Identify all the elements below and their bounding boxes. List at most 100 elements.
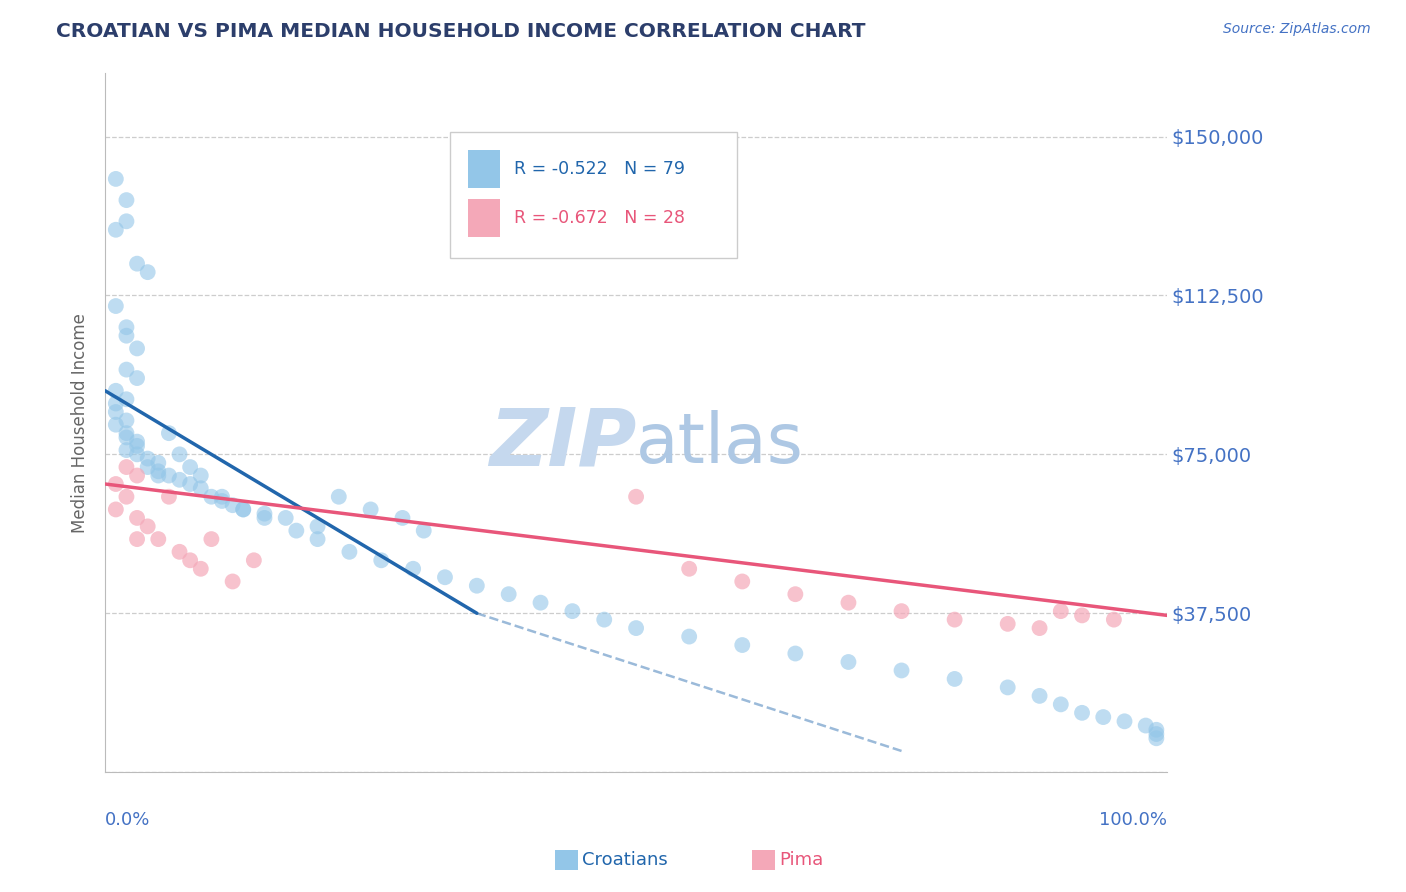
Point [624, 490, 647, 504]
Point [148, 456, 170, 470]
Point [837, 655, 859, 669]
Point [125, 447, 148, 461]
Point [624, 621, 647, 635]
Point [890, 664, 912, 678]
Text: ZIP: ZIP [489, 405, 636, 483]
Point [593, 613, 616, 627]
Point [115, 320, 138, 334]
Point [169, 545, 191, 559]
Bar [468, 150, 501, 188]
Point [115, 328, 138, 343]
Point [1135, 718, 1157, 732]
Point [1114, 714, 1136, 729]
Point [328, 490, 350, 504]
Point [412, 524, 434, 538]
Point [731, 574, 754, 589]
Point [307, 519, 329, 533]
Text: atlas: atlas [636, 410, 804, 477]
Point [104, 299, 127, 313]
Point [136, 265, 159, 279]
Point [678, 562, 700, 576]
Point [943, 672, 966, 686]
Point [253, 511, 276, 525]
Point [104, 417, 127, 432]
Point [136, 460, 159, 475]
Point [360, 502, 382, 516]
Point [529, 596, 551, 610]
Point [211, 490, 233, 504]
Text: CROATIAN VS PIMA MEDIAN HOUSEHOLD INCOME CORRELATION CHART: CROATIAN VS PIMA MEDIAN HOUSEHOLD INCOME… [56, 22, 866, 41]
Point [890, 604, 912, 618]
Point [115, 443, 138, 458]
Point [221, 498, 243, 512]
Point [190, 481, 212, 495]
Point [104, 384, 127, 398]
Point [136, 519, 159, 533]
Point [370, 553, 392, 567]
Point [104, 223, 127, 237]
Point [115, 362, 138, 376]
Point [125, 511, 148, 525]
Point [125, 434, 148, 449]
Point [136, 451, 159, 466]
Point [157, 468, 180, 483]
Text: Pima: Pima [779, 851, 823, 869]
Point [169, 473, 191, 487]
Point [731, 638, 754, 652]
Point [433, 570, 456, 584]
Point [115, 392, 138, 407]
Point [179, 553, 201, 567]
Bar [468, 199, 501, 237]
Point [402, 562, 425, 576]
Point [274, 511, 297, 525]
Point [115, 193, 138, 207]
Point [997, 616, 1019, 631]
Point [561, 604, 583, 618]
Y-axis label: Median Household Income: Median Household Income [72, 312, 89, 533]
Point [125, 468, 148, 483]
Point [104, 172, 127, 186]
Point [1144, 727, 1167, 741]
Point [243, 553, 266, 567]
Point [1028, 621, 1050, 635]
Point [190, 468, 212, 483]
Point [169, 447, 191, 461]
Point [115, 426, 138, 441]
Point [253, 507, 276, 521]
Point [104, 502, 127, 516]
Point [221, 574, 243, 589]
Point [148, 468, 170, 483]
Point [104, 477, 127, 491]
Point [1092, 710, 1115, 724]
Point [104, 396, 127, 410]
Point [104, 405, 127, 419]
Point [1102, 613, 1125, 627]
Text: Source: ZipAtlas.com: Source: ZipAtlas.com [1223, 22, 1371, 37]
Point [943, 613, 966, 627]
Point [678, 630, 700, 644]
Point [115, 214, 138, 228]
Point [837, 596, 859, 610]
Point [498, 587, 520, 601]
Text: R = -0.672   N = 28: R = -0.672 N = 28 [515, 210, 685, 227]
Point [1144, 731, 1167, 746]
Point [125, 257, 148, 271]
Text: Croatians: Croatians [582, 851, 668, 869]
Point [1049, 604, 1071, 618]
Point [115, 490, 138, 504]
Point [1144, 723, 1167, 737]
Point [125, 342, 148, 356]
Point [200, 532, 222, 546]
Point [190, 562, 212, 576]
Point [115, 460, 138, 475]
Point [232, 502, 254, 516]
Point [997, 681, 1019, 695]
Point [785, 587, 807, 601]
Point [115, 413, 138, 427]
Text: R = -0.522   N = 79: R = -0.522 N = 79 [515, 161, 685, 178]
Point [200, 490, 222, 504]
Point [391, 511, 413, 525]
Point [285, 524, 308, 538]
Point [157, 426, 180, 441]
Point [211, 494, 233, 508]
